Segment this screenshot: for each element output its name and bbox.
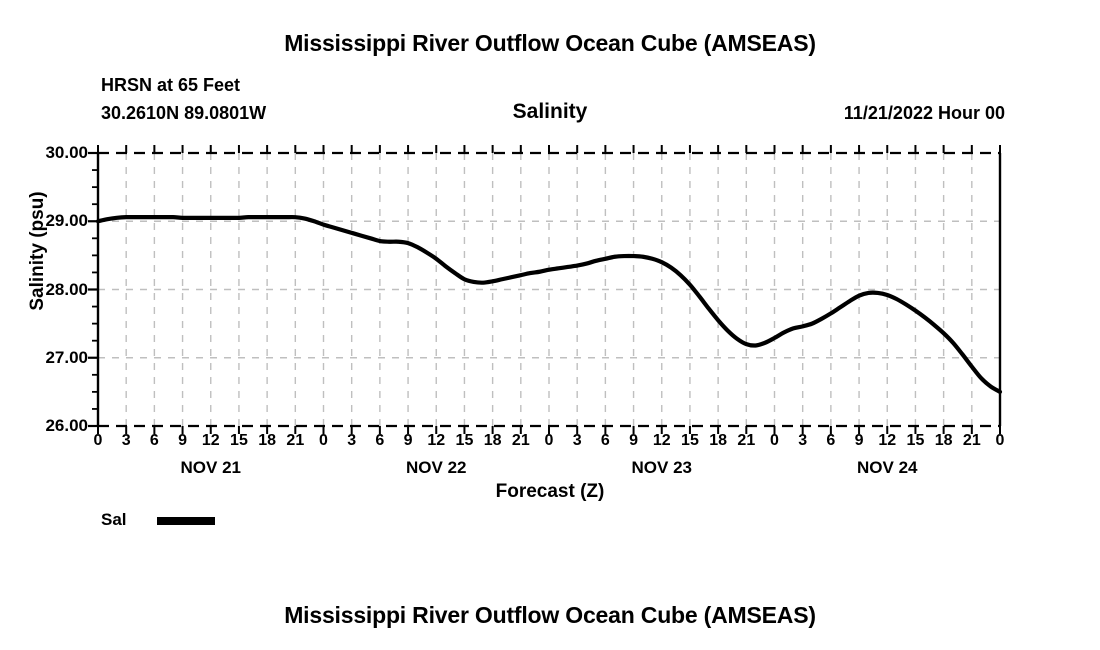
day-label: NOV 24 [857, 458, 918, 477]
x-tick-label: 21 [286, 432, 305, 449]
chart-title-bottom: Mississippi River Outflow Ocean Cube (AM… [284, 602, 816, 628]
x-tick-label: 15 [455, 432, 474, 449]
x-tick-label: 6 [600, 432, 610, 449]
x-tick-label: 3 [572, 432, 582, 449]
x-tick-label: 21 [962, 432, 981, 449]
variable-label: Salinity [512, 100, 588, 123]
day-label: NOV 22 [406, 458, 467, 477]
x-tick-label: 18 [709, 432, 728, 449]
axis-ticks [88, 145, 1001, 434]
x-tick-label: 0 [995, 432, 1005, 449]
y-tick-label: 28.00 [45, 279, 88, 299]
day-label: NOV 21 [180, 458, 241, 477]
x-tick-label: 15 [906, 432, 925, 449]
x-tick-label: 9 [629, 432, 639, 449]
datestamp-label: 11/21/2022 Hour 00 [843, 103, 1005, 123]
x-tick-label: 0 [319, 432, 328, 449]
x-axis-label: Forecast (Z) [495, 481, 605, 502]
x-tick-label: 0 [93, 432, 103, 449]
x-tick-label: 12 [878, 432, 897, 449]
coordinates-label: 30.2610N 89.0801W [101, 103, 267, 123]
x-tick-label: 12 [427, 432, 446, 449]
legend-label: Sal [101, 510, 127, 529]
y-tick-label: 27.00 [45, 347, 88, 367]
axis-frame [96, 151, 1002, 428]
salinity-line [95, 214, 1003, 394]
x-tick-label: 12 [201, 432, 220, 449]
x-tick-label: 15 [230, 432, 248, 449]
x-tick-label: 0 [770, 432, 779, 449]
y-tick-label: 26.00 [45, 416, 88, 435]
x-tick-label: 9 [403, 432, 413, 449]
x-tick-label: 3 [347, 432, 357, 449]
x-tick-label: 6 [826, 432, 836, 449]
x-tick-label: 18 [258, 432, 277, 449]
x-tick-label: 3 [798, 432, 808, 449]
x-tick-label: 15 [681, 432, 699, 449]
legend-swatch [157, 517, 215, 525]
depth-label: HRSN at 65 Feet [101, 75, 241, 95]
x-tick-label: 18 [934, 432, 953, 449]
x-tick-label: 0 [544, 432, 554, 449]
x-tick-label: 12 [652, 432, 671, 449]
x-tick-label: 21 [511, 432, 530, 449]
gridlines [98, 153, 1000, 426]
x-tick-label: 6 [375, 432, 385, 449]
y-tick-label: 29.00 [45, 211, 88, 231]
day-label: NOV 23 [631, 458, 692, 477]
chart-title-top: Mississippi River Outflow Ocean Cube (AM… [284, 30, 816, 56]
x-tick-label: 21 [737, 432, 756, 449]
x-tick-label: 6 [149, 432, 159, 449]
y-tick-label: 30.00 [45, 143, 88, 162]
x-tick-label: 3 [121, 432, 131, 449]
x-tick-label: 18 [483, 432, 502, 449]
x-tick-label: 9 [178, 432, 188, 449]
x-tick-label: 9 [854, 432, 864, 449]
